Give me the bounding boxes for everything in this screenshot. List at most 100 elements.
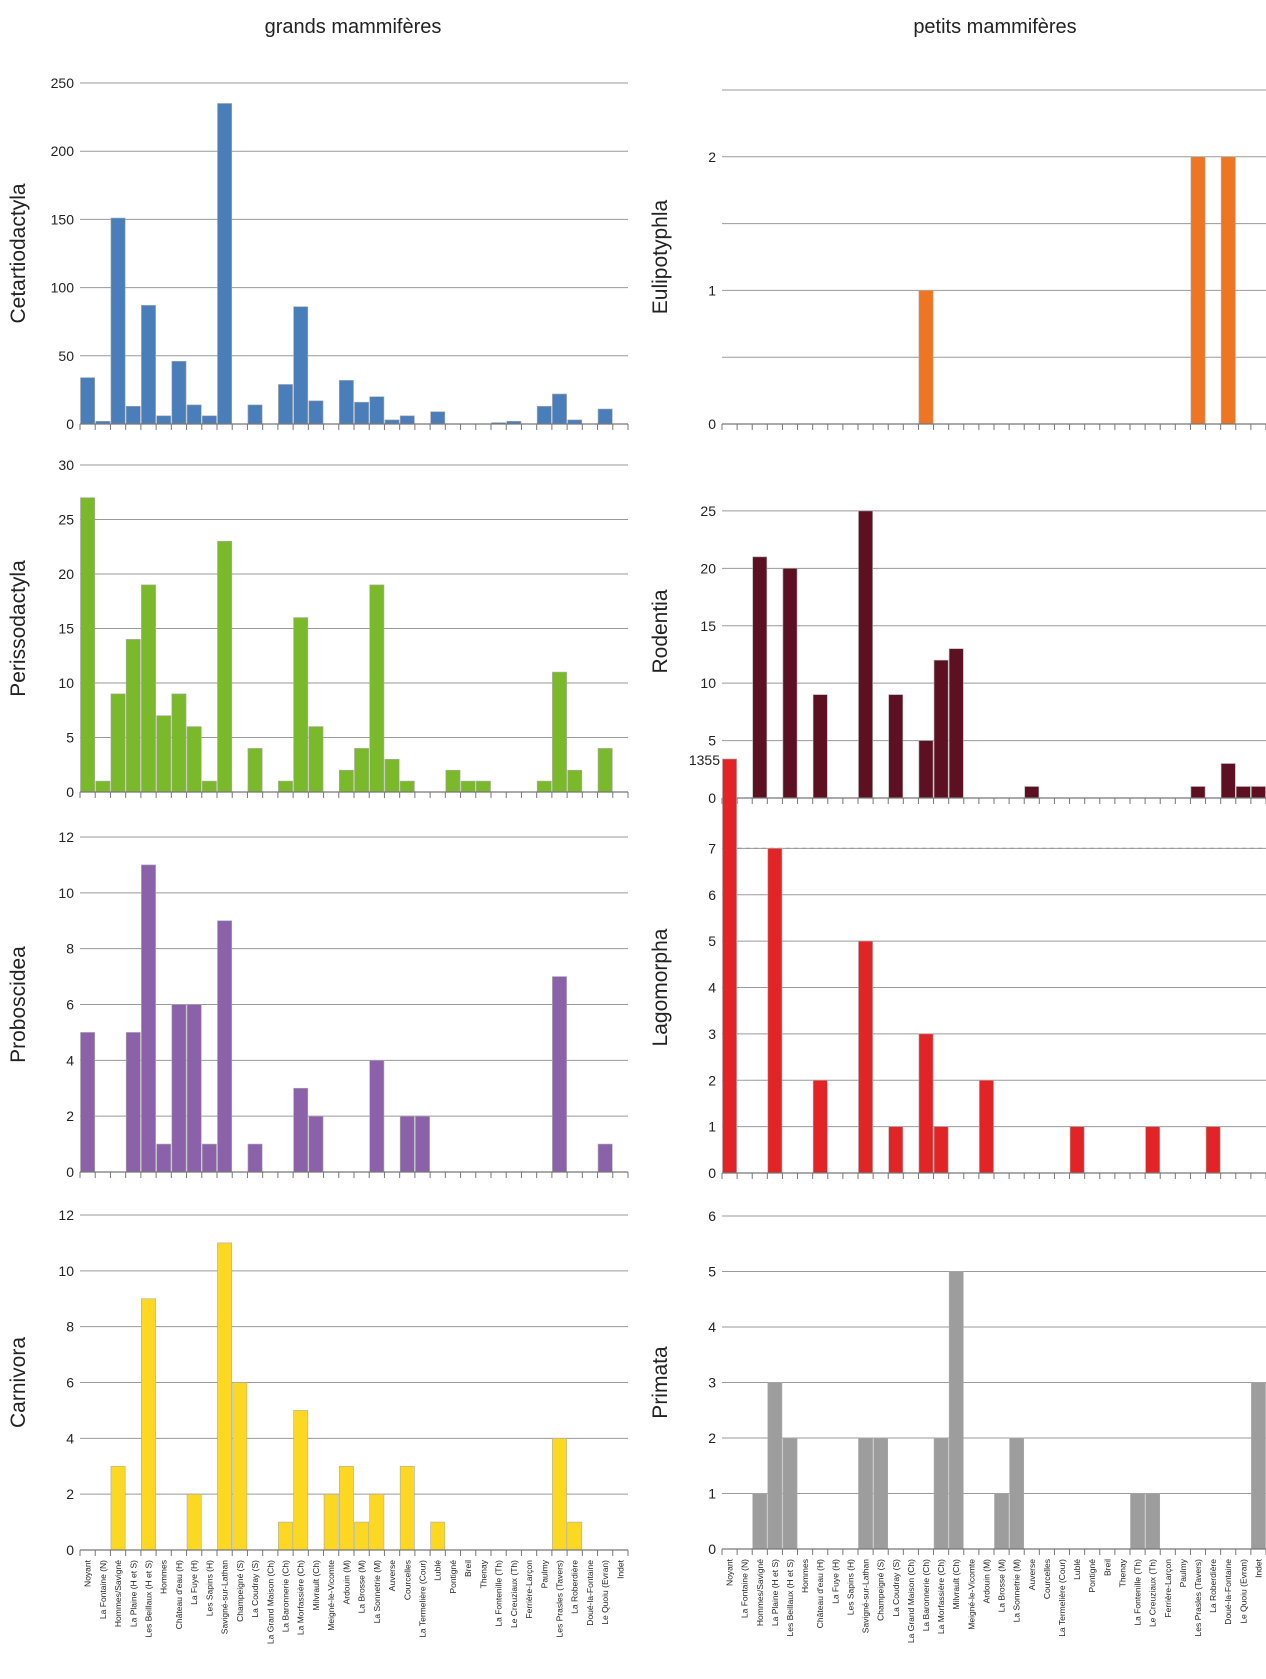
y-tick-label: 200 <box>51 143 75 159</box>
bar <box>752 556 768 799</box>
bar <box>156 415 172 425</box>
category-label: Les Beillaux (H et S) <box>144 1560 154 1638</box>
bar <box>567 1521 583 1551</box>
y-tick-label: 50 <box>58 348 74 364</box>
category-label: Milvrault (Ch) <box>311 1560 321 1611</box>
y-tick-label: 6 <box>708 887 716 903</box>
bar <box>1145 1493 1161 1550</box>
y-tick-label: 12 <box>58 1207 74 1223</box>
bar <box>399 415 415 425</box>
bar <box>918 1033 934 1174</box>
category-label: La Baronnerie (Ch) <box>921 1559 931 1631</box>
y-axis-label: Proboscidea <box>7 946 30 1063</box>
bar <box>323 1493 339 1551</box>
category-label: Château d'eau (H) <box>815 1559 825 1628</box>
category-label: Lublé <box>1072 1559 1082 1580</box>
y-tick-label: 5 <box>708 933 716 949</box>
y-tick-label: 100 <box>51 280 75 296</box>
y-axis-label: Eulipotyphla <box>649 199 672 314</box>
category-label: La Plaine (H et S) <box>770 1559 780 1626</box>
bar <box>933 659 949 799</box>
bar <box>858 1437 873 1550</box>
y-tick-label: 5 <box>708 733 716 749</box>
category-label: Savigné-sur-Lathan <box>220 1560 230 1634</box>
category-label: Noyant <box>83 1559 93 1587</box>
y-tick-label: 30 <box>58 457 74 473</box>
bar <box>369 396 385 425</box>
bar <box>979 1079 994 1174</box>
y-tick-label: 1 <box>708 282 716 298</box>
bar <box>567 769 583 793</box>
y-tick-label: 2 <box>708 1430 716 1446</box>
bar <box>308 726 324 793</box>
y-tick-label: 0 <box>66 1164 74 1180</box>
bar <box>918 290 934 425</box>
bar <box>933 1126 949 1174</box>
category-label: Ferrière-Larçon <box>1163 1559 1173 1618</box>
bar <box>888 1126 904 1174</box>
y-tick-label: 0 <box>66 416 74 432</box>
y-tick-label: 0 <box>708 790 716 806</box>
bar <box>186 1493 202 1551</box>
bar <box>430 411 446 425</box>
y-axis-label: Rodentia <box>649 589 672 673</box>
bar <box>552 671 567 793</box>
category-label: Auverse <box>1027 1559 1037 1590</box>
category-label: Château d'eau (H) <box>174 1560 184 1629</box>
bar <box>171 360 187 425</box>
bar <box>201 1143 217 1173</box>
bar <box>536 405 552 425</box>
bar <box>475 780 491 793</box>
y-tick-label: 250 <box>51 75 75 91</box>
bar <box>278 1521 293 1551</box>
bar <box>399 1115 415 1173</box>
category-label: Indet <box>615 1559 625 1579</box>
y-tick-label: 0 <box>708 1541 716 1557</box>
y-tick-label: 4 <box>66 1430 74 1446</box>
bar <box>399 1465 415 1551</box>
category-label: Champeigné (S) <box>876 1559 886 1621</box>
y-axis-label: Lagomorpha <box>649 928 672 1046</box>
bar <box>338 1465 354 1551</box>
y-tick-label: 6 <box>708 1208 716 1224</box>
category-label: Le Quoiu (Evran) <box>600 1560 610 1625</box>
category-label: Lublé <box>433 1560 443 1581</box>
category-label: Le Quoiu (Evran) <box>1238 1559 1248 1624</box>
bar <box>201 415 217 425</box>
right-column-title: petits mammifères <box>913 16 1076 38</box>
category-label: Meigné-le-Vicomte <box>326 1560 336 1631</box>
bar <box>156 1143 172 1173</box>
bar <box>597 408 613 425</box>
bar <box>217 1242 233 1551</box>
y-tick-label: 2 <box>66 1108 74 1124</box>
y-axis-label: Primata <box>649 1346 672 1419</box>
bar <box>782 1437 798 1550</box>
bar <box>293 1087 309 1173</box>
bar <box>948 1271 964 1550</box>
bar <box>171 693 187 793</box>
bar <box>95 780 111 793</box>
category-label: La Fontenille (Th) <box>1133 1559 1143 1626</box>
category-label: Le Creuziaux (Th) <box>509 1560 519 1628</box>
y-tick-label: 12 <box>58 829 74 845</box>
bar <box>1009 1437 1025 1550</box>
category-label: La Sonnetrie (M) <box>1012 1559 1022 1622</box>
bar <box>125 1032 141 1173</box>
y-tick-label: 2 <box>708 1072 716 1088</box>
bar <box>369 584 385 793</box>
bar <box>552 1438 567 1551</box>
bar <box>1190 156 1206 425</box>
category-label: Hommes/Savigné <box>113 1560 123 1627</box>
y-tick-label: 25 <box>700 503 716 519</box>
bar <box>171 1004 187 1173</box>
y-tick-label: 2 <box>66 1486 74 1502</box>
category-label: Champeigné (S) <box>235 1560 245 1622</box>
category-label: La Brosse (M) <box>997 1559 1007 1613</box>
left-column-title: grands mammifères <box>265 16 442 38</box>
y-tick-label: 7 <box>708 840 716 856</box>
bar <box>858 510 873 799</box>
category-label: Ardouin (M) <box>981 1559 991 1604</box>
bar <box>1220 156 1236 425</box>
category-label: La Coudray (S) <box>891 1559 901 1617</box>
bar <box>293 1410 309 1551</box>
